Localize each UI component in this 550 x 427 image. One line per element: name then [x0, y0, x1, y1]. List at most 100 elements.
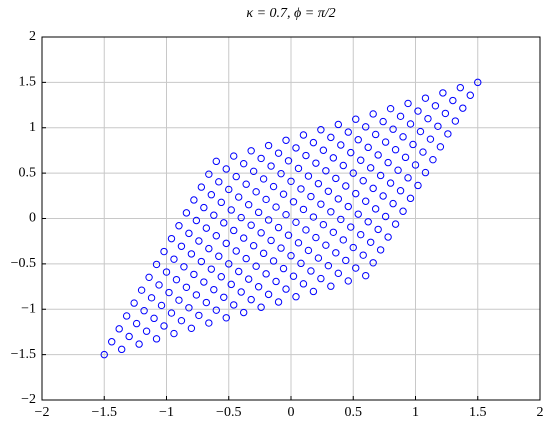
point [339, 161, 347, 170]
point [309, 213, 318, 221]
point [137, 286, 146, 294]
point [272, 277, 280, 286]
point [277, 169, 285, 178]
point [108, 338, 116, 346]
point [421, 168, 430, 177]
point [439, 89, 447, 97]
point [162, 268, 171, 276]
y-tick-label: 1.5 [19, 75, 37, 90]
point [132, 319, 141, 328]
point [239, 308, 248, 317]
point [157, 301, 166, 310]
point [307, 192, 315, 201]
point [364, 143, 372, 152]
point [401, 153, 410, 162]
point [391, 220, 400, 228]
point [215, 178, 223, 186]
point [459, 104, 467, 112]
x-tick-label: 0 [288, 405, 295, 420]
point [269, 182, 278, 191]
point [456, 83, 465, 92]
point [130, 299, 138, 307]
point [369, 259, 377, 267]
point [279, 264, 288, 273]
point [237, 213, 245, 222]
point [122, 312, 131, 320]
point [406, 120, 415, 128]
point [314, 254, 323, 262]
y-tick-label: −2 [21, 392, 36, 407]
point [200, 278, 208, 286]
point [441, 109, 450, 118]
x-tick-label: −2 [35, 405, 50, 420]
point [404, 99, 412, 108]
point [294, 239, 303, 247]
point [381, 138, 390, 146]
point [160, 322, 168, 330]
point [297, 185, 305, 193]
point [247, 147, 255, 155]
point [220, 219, 228, 227]
point [404, 174, 412, 182]
point [451, 117, 460, 125]
y-tick-label: 1 [29, 120, 36, 135]
point [252, 262, 260, 270]
point [180, 263, 188, 271]
x-tick-label: −1.5 [92, 405, 117, 420]
point [349, 169, 357, 177]
point [299, 205, 308, 214]
point [232, 247, 240, 255]
point [444, 130, 452, 138]
point [207, 265, 216, 273]
point [220, 293, 228, 301]
point [359, 251, 367, 259]
point [140, 307, 148, 315]
point [399, 133, 407, 141]
point [192, 216, 201, 225]
point [222, 165, 230, 173]
point [185, 229, 193, 238]
point [342, 256, 350, 265]
point [210, 285, 218, 294]
point [366, 164, 375, 172]
point [319, 220, 328, 229]
point [312, 159, 320, 167]
point [354, 210, 362, 218]
point [212, 157, 221, 166]
point [374, 225, 382, 234]
point [419, 148, 427, 156]
point [200, 203, 208, 212]
point [344, 277, 352, 285]
point [317, 126, 325, 134]
point [319, 146, 328, 154]
point [170, 329, 178, 338]
point [274, 223, 283, 232]
point [434, 122, 442, 130]
point [264, 141, 273, 150]
point [334, 195, 343, 203]
point [190, 196, 198, 204]
point [287, 252, 295, 260]
point [369, 184, 377, 193]
x-tick-label: 0.5 [345, 405, 363, 420]
point [317, 274, 325, 283]
point [254, 283, 263, 291]
point [314, 179, 323, 188]
point [352, 264, 360, 272]
point [257, 154, 265, 163]
point [195, 237, 203, 245]
point [424, 114, 432, 123]
point [242, 180, 250, 188]
point [212, 232, 221, 240]
point [302, 151, 310, 160]
point [339, 236, 347, 244]
point [302, 226, 310, 234]
point [334, 269, 343, 278]
point [215, 252, 223, 260]
x-tick-label: −0.5 [216, 405, 241, 420]
point [269, 257, 278, 265]
point [262, 270, 270, 278]
point [406, 194, 415, 203]
point [409, 140, 417, 149]
